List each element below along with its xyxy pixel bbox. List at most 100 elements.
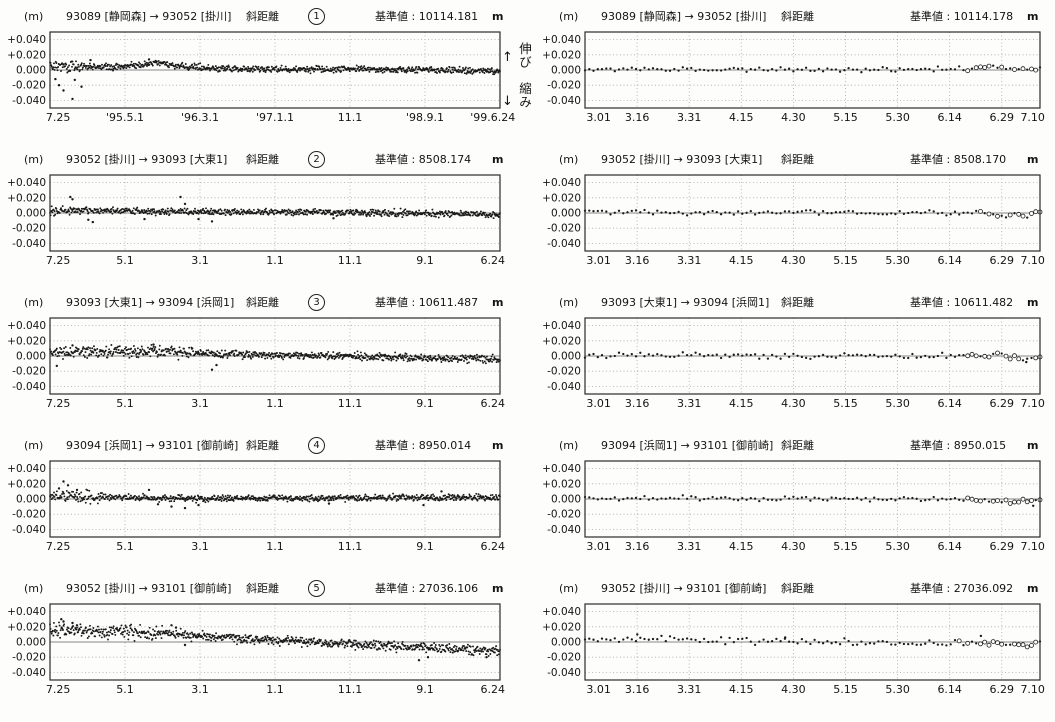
y-axis-unit-label: (m) bbox=[24, 153, 44, 166]
svg-text:3.01: 3.01 bbox=[586, 683, 611, 696]
svg-text:+0.020: +0.020 bbox=[7, 478, 46, 490]
chart-header: (m) 93052 [掛川] → 93093 [大東1] 斜距離 2 基準値 : 850… bbox=[2, 151, 516, 169]
chart-panel-2-left: (m) 93052 [掛川] → 93093 [大東1] 斜距離 2 基準値 : 850… bbox=[2, 151, 516, 291]
circled-number-badge: 3 bbox=[308, 294, 325, 311]
scatter-points bbox=[49, 343, 501, 371]
svg-text:0.000: 0.000 bbox=[551, 65, 581, 77]
x-axis-labels: 3.01 3.16 3.31 4.15 4.30 5.15 5.30 6.14 6.29 7.10 bbox=[586, 397, 1045, 410]
gridlines bbox=[585, 175, 1040, 251]
svg-text:5.15: 5.15 bbox=[833, 397, 858, 410]
svg-text:3.31: 3.31 bbox=[677, 254, 702, 267]
chart-header: (m) 93089 [静岡森] → 93052 [掛川] 斜距離 基準値 : 1011… bbox=[538, 10, 1052, 26]
y-axis-unit-label: (m) bbox=[24, 439, 44, 452]
svg-text:1.1: 1.1 bbox=[266, 254, 284, 267]
svg-text:6.24: 6.24 bbox=[481, 683, 506, 696]
chart-header: (m) 93094 [浜岡1] → 93101 [御前崎] 斜距離 4 基準値 : 89… bbox=[2, 437, 516, 455]
circled-number-badge: 2 bbox=[308, 151, 325, 168]
y-axis-unit-label: (m) bbox=[24, 582, 44, 595]
svg-text:6.24: 6.24 bbox=[481, 397, 506, 410]
gridlines bbox=[585, 318, 1040, 394]
chart-title: 93093 [大東1] → 93094 [浜岡1] bbox=[66, 296, 235, 309]
svg-text:3.16: 3.16 bbox=[625, 254, 650, 267]
y-axis-labels: +0.040 +0.020 0.000 -0.020 -0.040 bbox=[542, 320, 581, 393]
svg-text:4.30: 4.30 bbox=[781, 111, 806, 124]
chart-title: 93052 [掛川] → 93101 [御前崎] bbox=[601, 582, 767, 595]
x-axis-labels: 3.01 3.16 3.31 4.15 4.30 5.15 5.30 6.14 6.29 7.10 bbox=[586, 254, 1045, 267]
svg-text:+0.020: +0.020 bbox=[7, 192, 46, 204]
svg-text:-0.040: -0.040 bbox=[547, 524, 581, 536]
svg-text:9.1: 9.1 bbox=[416, 540, 434, 553]
measure-type-label: 斜距離 bbox=[246, 10, 279, 23]
svg-text:+0.020: +0.020 bbox=[542, 621, 581, 633]
reference-value: 基準値 : 8950.015 bbox=[910, 439, 1007, 452]
svg-text:6.14: 6.14 bbox=[937, 540, 962, 553]
meter-unit-label: m bbox=[1027, 296, 1039, 309]
svg-text:7.10: 7.10 bbox=[1020, 540, 1044, 553]
svg-text:+0.040: +0.040 bbox=[542, 34, 581, 46]
svg-text:0.000: 0.000 bbox=[16, 494, 46, 506]
reference-value: 基準値 : 8950.014 bbox=[375, 439, 472, 452]
chart-title: 93089 [静岡森] → 93052 [掛川] bbox=[601, 10, 767, 23]
svg-text:7.10: 7.10 bbox=[1020, 111, 1044, 124]
scatter-points bbox=[583, 633, 1042, 650]
reference-value: 基準値 : 10114.178 bbox=[910, 10, 1014, 23]
meter-unit-label: m bbox=[492, 153, 504, 166]
svg-text:-0.020: -0.020 bbox=[547, 223, 581, 235]
svg-text:6.29: 6.29 bbox=[990, 540, 1015, 553]
svg-text:-0.020: -0.020 bbox=[12, 652, 46, 664]
svg-text:0.000: 0.000 bbox=[16, 637, 46, 649]
svg-text:-0.040: -0.040 bbox=[12, 381, 46, 393]
svg-text:7.25: 7.25 bbox=[46, 540, 71, 553]
svg-text:+0.020: +0.020 bbox=[7, 621, 46, 633]
svg-text:5.1: 5.1 bbox=[116, 540, 134, 553]
svg-text:0.000: 0.000 bbox=[16, 351, 46, 363]
svg-text:+0.040: +0.040 bbox=[542, 463, 581, 475]
svg-text:+0.040: +0.040 bbox=[542, 320, 581, 332]
y-axis-unit-label: (m) bbox=[559, 296, 579, 309]
svg-text:0.000: 0.000 bbox=[16, 65, 46, 77]
plot-border bbox=[584, 317, 1041, 395]
plot-border bbox=[49, 603, 501, 681]
circled-number-badge: 1 bbox=[308, 8, 325, 25]
svg-text:+0.040: +0.040 bbox=[7, 606, 46, 618]
gridlines bbox=[50, 604, 500, 680]
svg-text:3.31: 3.31 bbox=[677, 111, 702, 124]
reference-value: 基準値 : 27036.092 bbox=[910, 582, 1014, 595]
circled-number-badge: 4 bbox=[308, 437, 325, 454]
svg-text:+0.020: +0.020 bbox=[542, 192, 581, 204]
svg-text:11.1: 11.1 bbox=[338, 683, 363, 696]
svg-text:9.1: 9.1 bbox=[416, 397, 434, 410]
svg-text:+0.040: +0.040 bbox=[7, 177, 46, 189]
chart-panel-1-right: (m) 93089 [静岡森] → 93052 [掛川] 斜距離 基準値 : 1011… bbox=[538, 8, 1052, 148]
y-axis-labels: +0.040 +0.020 0.000 -0.020 -0.040 bbox=[7, 463, 46, 536]
svg-text:+0.040: +0.040 bbox=[7, 320, 46, 332]
measure-type-label: 斜距離 bbox=[781, 296, 814, 309]
plot-border bbox=[49, 460, 501, 538]
x-axis-labels: 7.25 5.1 3.1 1.1 11.1 9.1 6.24 bbox=[46, 254, 505, 267]
svg-text:4.30: 4.30 bbox=[781, 254, 806, 267]
chart-panel-4-left: (m) 93094 [浜岡1] → 93101 [御前崎] 斜距離 4 基準値 : 89… bbox=[2, 437, 516, 577]
svg-text:-0.040: -0.040 bbox=[547, 95, 581, 107]
svg-text:7.25: 7.25 bbox=[46, 111, 71, 124]
measure-type-label: 斜距離 bbox=[246, 582, 279, 595]
svg-text:6.14: 6.14 bbox=[937, 111, 962, 124]
svg-text:4.15: 4.15 bbox=[729, 254, 754, 267]
y-axis-labels: +0.040 +0.020 0.000 -0.020 -0.040 bbox=[542, 177, 581, 250]
svg-text:-0.020: -0.020 bbox=[547, 509, 581, 521]
y-axis-unit-label: (m) bbox=[559, 153, 579, 166]
svg-text:7.10: 7.10 bbox=[1020, 254, 1044, 267]
x-axis-labels: 3.01 3.16 3.31 4.15 4.30 5.15 5.30 6.14 6.29 7.10 bbox=[586, 540, 1045, 553]
chart-panel-2-right: (m) 93052 [掛川] → 93093 [大東1] 斜距離 基準値 : 8508… bbox=[538, 151, 1052, 291]
svg-text:5.30: 5.30 bbox=[885, 683, 910, 696]
svg-text:+0.040: +0.040 bbox=[7, 463, 46, 475]
y-axis-unit-label: (m) bbox=[24, 10, 44, 23]
svg-text:4.30: 4.30 bbox=[781, 397, 806, 410]
meter-unit-label: m bbox=[492, 10, 504, 23]
y-axis-unit-label: (m) bbox=[24, 296, 44, 309]
reference-value: 基準値 : 8508.170 bbox=[910, 153, 1007, 166]
svg-text:-0.040: -0.040 bbox=[547, 238, 581, 250]
svg-text:7.10: 7.10 bbox=[1020, 683, 1044, 696]
extend-label: 伸び bbox=[517, 42, 532, 69]
